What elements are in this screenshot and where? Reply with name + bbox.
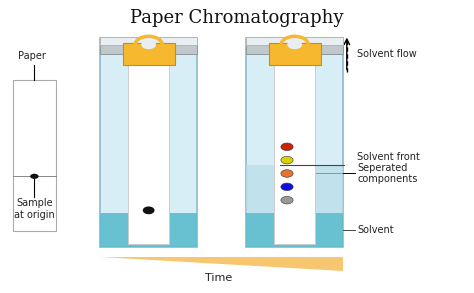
Bar — [100, 37, 197, 45]
Circle shape — [281, 196, 293, 204]
Bar — [128, 54, 169, 244]
Text: Paper Chromatography: Paper Chromatography — [130, 9, 344, 27]
Bar — [246, 213, 343, 247]
Bar — [100, 38, 197, 247]
Text: Solvent front: Solvent front — [357, 152, 420, 162]
Text: Solvent: Solvent — [357, 225, 394, 235]
FancyBboxPatch shape — [269, 43, 321, 65]
Bar — [274, 54, 315, 244]
Bar — [13, 80, 55, 231]
Text: Solvent flow: Solvent flow — [357, 49, 417, 59]
Circle shape — [141, 40, 156, 49]
Bar — [100, 45, 197, 54]
Bar — [246, 165, 343, 213]
Text: Seperated
components: Seperated components — [357, 163, 418, 184]
Circle shape — [281, 183, 293, 191]
Bar — [100, 213, 197, 247]
Bar — [246, 45, 343, 54]
Text: Paper: Paper — [18, 51, 46, 61]
Bar — [246, 38, 343, 247]
Circle shape — [287, 40, 302, 49]
FancyBboxPatch shape — [123, 43, 175, 65]
Bar — [246, 37, 343, 45]
Circle shape — [281, 156, 293, 164]
Text: Sample
at origin: Sample at origin — [14, 198, 55, 220]
Polygon shape — [100, 257, 343, 271]
Circle shape — [144, 207, 154, 214]
Circle shape — [281, 143, 293, 151]
Circle shape — [281, 170, 293, 177]
Text: Time: Time — [204, 273, 232, 283]
Circle shape — [30, 174, 38, 179]
